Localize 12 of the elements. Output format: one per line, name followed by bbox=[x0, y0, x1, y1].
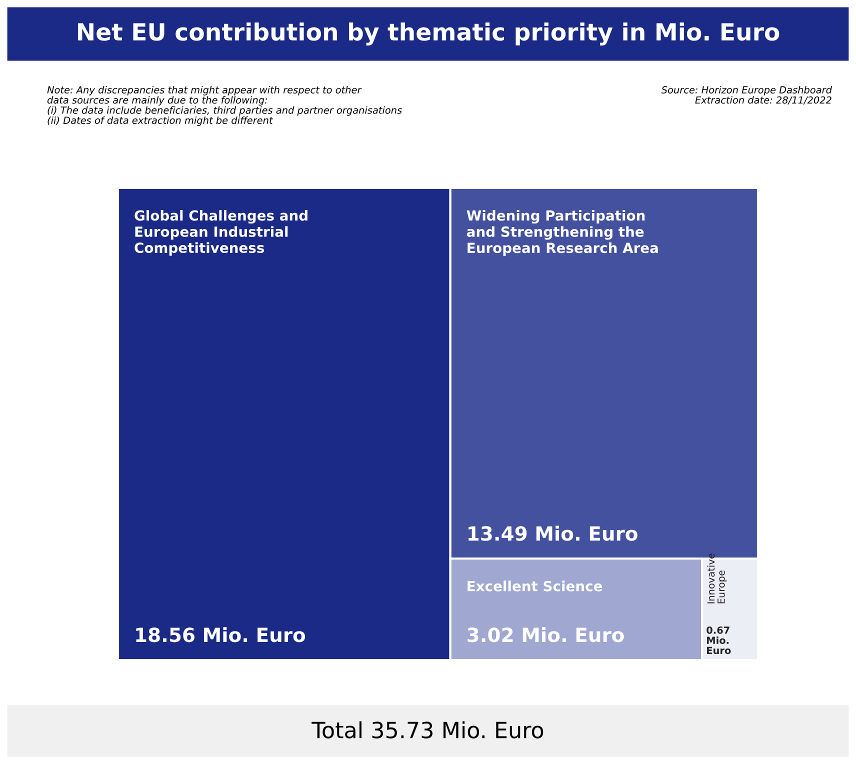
data-label: 0.67 Mio. Euro bbox=[706, 626, 731, 654]
category-label: Widening Participation and Strengthening the European Research Area bbox=[466, 210, 658, 256]
data-label: 18.56 Mio. Euro bbox=[136, 627, 306, 642]
text: Total 35.73 Mio. Euro bbox=[312, 721, 544, 738]
text: Note: Any discrepancies that might appear with respect to other data sources are mainly due to the following: (i) The data include beneficiaries, third parties and partner organisations (ii) Dates of data extraction might be different bbox=[47, 86, 402, 126]
category-label: Global Challenges and European Industrial Competitiveness bbox=[134, 210, 308, 256]
category-label: Innovative Europe bbox=[707, 554, 727, 604]
category-label: Excellent Science bbox=[468, 580, 602, 592]
text: Net EU contribution by thematic priority in Mio. Euro bbox=[78, 22, 780, 46]
data-label: 3.02 Mio. Euro bbox=[468, 627, 624, 642]
data-label: 13.49 Mio. Euro bbox=[468, 526, 638, 541]
source-note: Source: Horizon Europe Dashboard Extraction date: 28/11/2022 bbox=[661, 86, 832, 104]
